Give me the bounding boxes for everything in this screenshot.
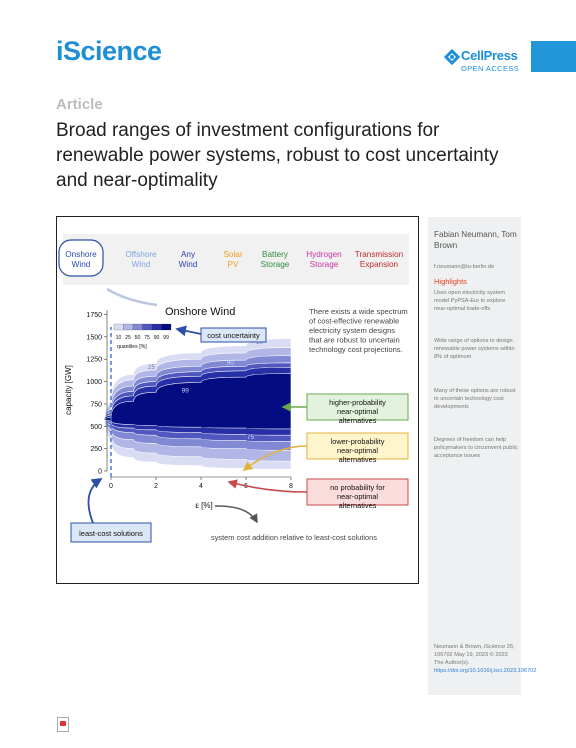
contour-label: 75 [247,434,255,441]
y-axis-label: capacity [GW] [64,365,73,415]
article-title: Broad ranges of investment configuration… [56,120,499,191]
legend-item: Hydrogen Storage [306,250,342,269]
doi-link[interactable]: https://doi.org/10.1016/j.isci.2023.1067… [434,668,537,674]
citation-text: Neumann & Brown, iScience 26, 106702 May… [434,644,515,666]
system-cost-caption: system cost addition relative to least-c… [211,533,377,542]
y-tick-label: 500 [90,424,102,431]
header-accent-block [531,41,576,72]
citation: Neumann & Brown, iScience 26, 106702 May… [434,643,536,675]
epsilon-arrow [214,505,258,524]
quantile-swatch [142,323,153,331]
quantile-tick-label: 90 [154,335,160,341]
annotation-arrow [227,479,308,493]
quantile-swatch [113,323,124,331]
highlights-title: Highlights [434,277,467,286]
graphical-abstract: Onshore Wind Offshore Wind Any Wind Solar PV Bat… [56,216,419,584]
highlight-item: Many of these options are robust to unce… [434,388,516,410]
y-tick-label: 250 [90,446,102,453]
least-cost-box [70,522,152,543]
cost-uncertainty-box [200,327,267,343]
cost-uncertainty-label: cost uncertainty [207,331,260,340]
y-tick-label: 1750 [86,312,102,319]
contour-label: 50 [155,377,163,384]
annotation-label: lower-probability near-optimal alternative… [331,437,385,464]
annotation-label: no probability for near-optimal alternativ… [330,483,385,510]
quantile-swatch [151,323,162,331]
least-cost-label: least-cost solutions [79,529,143,538]
panel-title: Onshore Wind [165,306,235,318]
journal-logo: iScience [56,36,162,66]
legend-item: Battery Storage [261,250,290,269]
article-type: Article [56,96,103,113]
quantile-band-99 [103,373,292,430]
cost-uncertainty-arrow [175,325,202,337]
graphical-abstract-svg: Onshore Wind Offshore Wind Any Wind Solar PV Bat… [58,234,409,543]
quantile-tick-label: 99 [163,335,169,341]
legend-selected-frame [58,239,104,277]
sidebar: Fabian Neumann, Tom Brown f.neumann@tu-b… [428,217,536,695]
quantile-legend-title: quantiles [%] [117,344,147,350]
legend-to-title-arrow [106,287,158,307]
legend-item: Solar PV [223,250,242,269]
x-tick-label: 0 [109,483,113,490]
quantile-tick-label: 50 [135,335,141,341]
annotation-label: higher-probability near-optimal alternativ… [329,398,386,425]
cellpress-logo-icon [444,49,460,65]
y-tick-label: 1500 [86,334,102,341]
x-tick-label: 4 [199,483,203,490]
pdf-icon[interactable] [57,717,69,732]
legend-item: Offshore Wind [125,250,157,269]
contour-label: 25 [148,364,156,371]
x-tick-label: 8 [289,483,293,490]
highlight-item: Wide range of options to design renewabl… [434,338,515,360]
highlight-item: Degrees of freedom can help policymakers… [434,437,518,459]
contour-label: 99 [182,387,190,394]
x-tick-label: 2 [154,483,158,490]
quantile-swatch [132,323,143,331]
quantile-swatch [161,323,172,331]
y-tick-label: 1250 [86,357,102,364]
x-axis-label: ε [%] [195,501,212,510]
highlight-item: Uses open electricity system model PyPSA… [434,290,506,312]
legend-item: Transmission Expansion [355,250,404,269]
publisher-name: CellPress [461,48,518,63]
legend-item: Any Wind [179,250,198,269]
intro-text: There exists a wide spectrum of cost-effe… [309,307,408,354]
annotation-arrow [242,445,308,471]
y-tick-label: 0 [98,469,102,476]
annotation-box [306,432,409,460]
quantile-swatch [123,323,134,331]
least-cost-arrow [87,478,103,524]
legend-item: Onshore Wind [65,250,97,269]
y-tick-label: 750 [90,401,102,408]
contour-label: 90 [227,360,235,367]
author-email[interactable]: f.neumann@tu-berlin.de [434,264,495,270]
quantile-tick-label: 75 [144,335,150,341]
quantile-tick-label: 25 [125,335,131,341]
quantile-tick-label: 10 [116,335,122,341]
legend-strip [63,234,409,285]
authors: Fabian Neumann, Tom Brown [434,230,517,250]
y-tick-label: 1000 [86,379,102,386]
open-access-label: OPEN ACCESS [461,64,520,73]
annotation-box [306,393,409,421]
